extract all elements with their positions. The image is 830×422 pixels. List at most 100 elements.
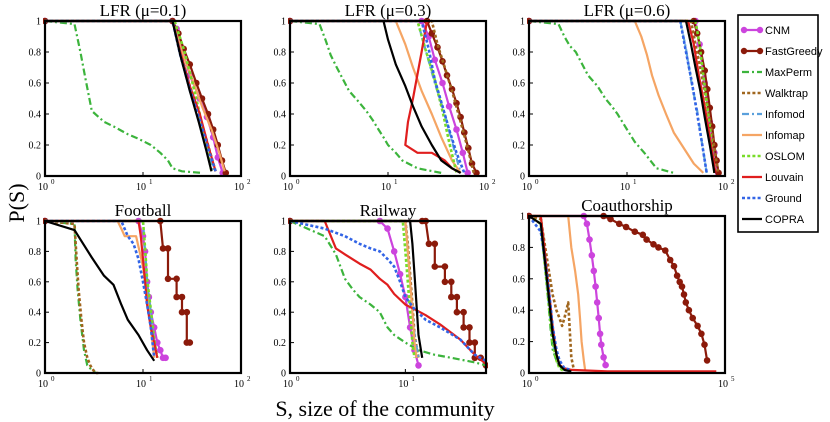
legend-item-oslom: OSLOM: [742, 151, 805, 163]
panel-title: Football: [115, 201, 172, 220]
series-line-walktrap: [528, 214, 576, 371]
legend-item-infomod: Infomod: [742, 109, 805, 121]
series-point-fastgreedy: [173, 275, 180, 283]
series-point-fastgreedy: [173, 293, 180, 301]
x-tick-exponent: 5: [731, 375, 735, 383]
legend-label: Ground: [765, 193, 802, 205]
legend-item-fastgreedy: FastGreedy: [740, 46, 823, 58]
series-point-cnm: [445, 103, 453, 110]
y-tick-label: 0: [281, 369, 286, 380]
x-tick-label: 10: [38, 182, 48, 193]
legend-item-copra: COPRA: [742, 214, 805, 226]
series-line-maxperm: [289, 219, 487, 367]
y-tick-label: 0: [36, 172, 41, 183]
y-tick-label: 0: [520, 369, 525, 380]
y-tick-label: 0.4: [274, 308, 287, 319]
series-point-fastgreedy: [183, 308, 191, 316]
y-tick-label: 0.8: [274, 48, 287, 59]
legend-label: Walktrap: [765, 88, 808, 100]
series-point-fastgreedy: [178, 293, 186, 301]
series-point-fastgreedy: [678, 283, 686, 290]
series-point-fastgreedy: [698, 330, 705, 338]
series-point-fastgreedy: [164, 275, 172, 283]
panel-background: [529, 216, 725, 373]
y-tick-label: 0.8: [29, 247, 42, 258]
series-point-cnm: [592, 283, 599, 290]
series-point-cnm: [596, 330, 604, 338]
y-tick-label: 0.6: [29, 79, 42, 90]
legend-label: Infomod: [765, 109, 805, 121]
x-tick-exponent: 1: [149, 178, 153, 186]
series-point-cnm: [586, 236, 593, 243]
y-tick-label: 0.2: [274, 338, 287, 349]
x-tick-exponent: 1: [149, 375, 153, 383]
series-point-fastgreedy: [639, 231, 647, 239]
series-point-fastgreedy: [431, 263, 439, 270]
y-tick-label: 0.4: [513, 306, 526, 317]
x-tick-label: 10: [283, 182, 293, 193]
x-tick-exponent: 2: [492, 178, 496, 186]
series-point-fastgreedy: [186, 339, 194, 346]
x-tick-exponent: 0: [296, 375, 300, 383]
series-point-cnm: [595, 314, 602, 322]
series-line-maxperm: [528, 19, 675, 174]
series-point-fastgreedy: [159, 245, 167, 252]
x-tick-exponent: 2: [731, 178, 735, 186]
y-tick-label: 0.8: [274, 247, 287, 258]
series-point-fastgreedy: [473, 169, 480, 177]
series-point-cnm: [384, 225, 391, 232]
series-point-fastgreedy: [655, 244, 662, 251]
y-tick-label: 1: [36, 217, 41, 228]
series-line-walktrap: [290, 19, 476, 174]
x-tick-label: 10: [234, 182, 244, 193]
series-point-cnm: [431, 56, 439, 64]
series-line-infomap: [529, 19, 705, 174]
legend-marker: [740, 47, 748, 55]
y-tick-label: 0.2: [513, 337, 526, 348]
x-tick-exponent: 2: [247, 375, 251, 383]
x-tick-exponent: 0: [51, 178, 55, 186]
x-tick-label: 10: [381, 182, 391, 193]
y-tick-label: 0.6: [29, 277, 42, 288]
series-point-fastgreedy: [670, 262, 678, 270]
series-line-louvain: [290, 219, 487, 365]
y-tick-label: 0.8: [29, 48, 42, 59]
series-line-copra: [44, 219, 156, 362]
y-tick-label: 0.6: [513, 79, 526, 90]
legend-label: FastGreedy: [765, 46, 823, 58]
x-tick-label: 10: [234, 379, 244, 390]
series-point-cnm: [600, 354, 607, 361]
series-point-fastgreedy: [448, 278, 455, 286]
series-line-infomap: [529, 214, 587, 371]
panel-background: [45, 21, 241, 176]
y-tick-label: 0.2: [513, 141, 526, 152]
series-point-cnm: [390, 248, 398, 255]
x-tick-exponent: 0: [535, 375, 539, 383]
series-line-copra: [290, 19, 462, 174]
panel-title: LFR (μ=0.1): [100, 1, 187, 20]
series-point-cnm: [464, 169, 472, 177]
y-tick-label: 1: [520, 212, 525, 223]
series-point-fastgreedy: [694, 322, 701, 330]
series-point-fastgreedy: [460, 308, 467, 316]
y-tick-label: 0.2: [29, 338, 42, 349]
series-line-fastgreedy: [45, 219, 190, 344]
series-point-fastgreedy: [431, 240, 439, 248]
legend-label: Infomap: [765, 130, 805, 142]
x-tick-label: 10: [718, 379, 728, 390]
x-tick-label: 10: [620, 182, 630, 193]
series-point-cnm: [415, 362, 422, 369]
series-point-fastgreedy: [689, 314, 696, 322]
x-tick-exponent: 1: [633, 178, 637, 186]
plot-frame: [527, 214, 727, 375]
series-point-fastgreedy: [685, 306, 693, 314]
panel-background: [45, 221, 241, 373]
series-point-fastgreedy: [453, 293, 461, 301]
x-tick-exponent: 1: [394, 178, 398, 186]
legend: CNM FastGreedy MaxPerm Walktrap Infomod Infom…: [737, 14, 823, 233]
series-point-fastgreedy: [650, 241, 657, 248]
legend-item-ground: Ground: [742, 193, 802, 205]
x-tick-label: 10: [283, 379, 293, 390]
